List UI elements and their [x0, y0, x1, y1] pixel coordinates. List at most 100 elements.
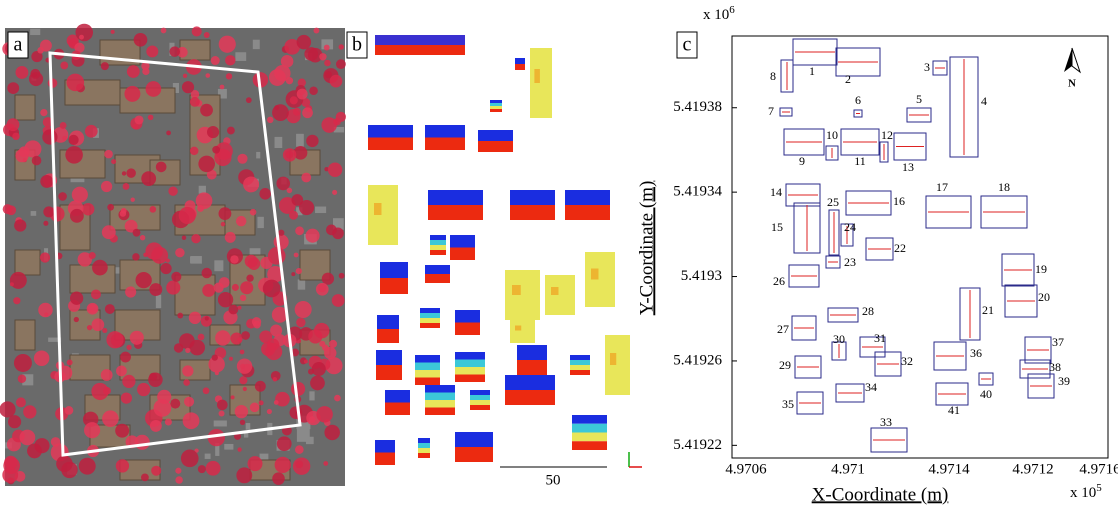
tree [202, 284, 215, 297]
roof-segment [425, 125, 465, 138]
building-label: 21 [982, 303, 994, 317]
tree [252, 317, 261, 326]
tree [14, 219, 26, 231]
building-label: 38 [1049, 360, 1061, 374]
tree [143, 252, 148, 257]
roof-segment [375, 453, 395, 466]
roof-segment [572, 424, 607, 433]
tree [225, 55, 235, 65]
tree [339, 44, 344, 49]
tree [324, 425, 339, 440]
roof-segment [425, 138, 465, 151]
roof-segment [545, 275, 575, 315]
tree [255, 381, 266, 392]
building-label: 25 [827, 195, 839, 209]
tree [8, 415, 21, 428]
tree [65, 146, 83, 164]
roof-segment [425, 385, 455, 393]
tree [215, 330, 230, 345]
tree [267, 409, 272, 414]
tree [66, 74, 84, 92]
roof-segment [430, 250, 446, 255]
tree [18, 375, 26, 383]
tree [122, 375, 135, 388]
tree [137, 383, 150, 396]
tree [38, 303, 52, 317]
tree [295, 445, 304, 454]
tree [177, 313, 183, 319]
road [297, 429, 310, 442]
tree [302, 107, 313, 118]
roof-segment [455, 323, 480, 336]
tree [79, 458, 96, 475]
roof-segment [425, 274, 450, 283]
tree [91, 383, 108, 400]
tree [198, 156, 215, 173]
tree [89, 252, 96, 259]
roof-segment [425, 265, 450, 274]
roof-segment [515, 64, 525, 70]
tree [189, 312, 201, 324]
tree [141, 171, 156, 186]
tree [287, 188, 293, 194]
roof-segment [377, 329, 399, 343]
tree [239, 376, 247, 384]
tree [124, 86, 140, 102]
roof-segment [380, 262, 408, 278]
tree [123, 183, 130, 190]
tree [203, 387, 210, 394]
road [214, 420, 227, 426]
building-label: 13 [902, 160, 914, 174]
building-label: 31 [874, 331, 886, 345]
building-label: 16 [893, 194, 905, 208]
roof-segment [517, 360, 547, 375]
tree [225, 232, 236, 243]
roof-segment [470, 400, 490, 405]
tree [219, 411, 225, 417]
axis-factor: x 106 [703, 4, 735, 24]
tree [150, 206, 157, 213]
tree [200, 104, 213, 117]
tree [67, 359, 73, 365]
tree [204, 32, 210, 38]
tree [192, 26, 202, 36]
tree [120, 210, 126, 216]
building-label: 9 [799, 154, 805, 168]
tree [175, 468, 181, 474]
roof-segment [418, 443, 430, 448]
tree [332, 294, 345, 307]
tree [218, 292, 233, 307]
roof-segment [420, 323, 440, 328]
road [235, 52, 246, 61]
tree [237, 154, 247, 164]
tree [32, 156, 42, 166]
tree [240, 350, 245, 355]
tree [290, 96, 298, 104]
tree [182, 81, 194, 93]
tree [134, 33, 148, 47]
tree [72, 187, 88, 203]
road [250, 248, 261, 254]
tree [70, 209, 84, 223]
roof-segment [515, 326, 521, 331]
roof-segment [512, 285, 521, 295]
tree [132, 253, 139, 260]
roof-segment [565, 190, 610, 205]
tree [111, 159, 116, 164]
roof-segment [510, 190, 555, 205]
tree [175, 476, 183, 484]
tree [88, 304, 97, 313]
tree [211, 56, 220, 65]
tree [122, 171, 126, 175]
roof-segment [510, 318, 535, 343]
tree [185, 348, 190, 353]
tree [245, 255, 258, 268]
tree [166, 281, 180, 295]
x-tick-label: 4.971 [831, 461, 865, 477]
tree [84, 422, 100, 438]
tree [184, 397, 194, 407]
tree [221, 222, 225, 226]
roof-segment [517, 345, 547, 360]
tree [168, 186, 177, 195]
tree [236, 467, 252, 483]
